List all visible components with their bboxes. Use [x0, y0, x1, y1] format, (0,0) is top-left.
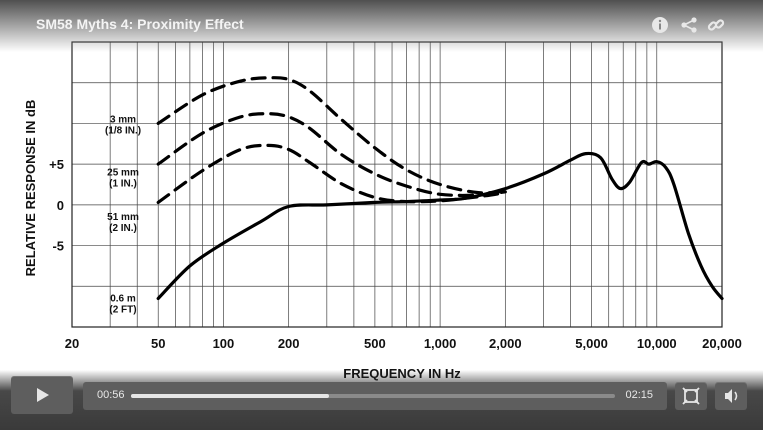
- progress-fill: [131, 394, 330, 398]
- curve-label: 3 mm: [110, 114, 136, 125]
- y-tick-label: -5: [52, 239, 64, 254]
- curve-label: 0.6 m: [110, 294, 136, 305]
- y-axis-label: RELATIVE RESPONSE IN dB: [23, 100, 38, 277]
- curve-label: 25 mm: [107, 167, 139, 178]
- curve-label-sub: (1/8 IN.): [105, 125, 141, 136]
- play-button[interactable]: [11, 376, 73, 414]
- total-time: 02:15: [625, 389, 653, 401]
- curve-label: 51 mm: [107, 212, 139, 223]
- video-title[interactable]: SM58 Myths 4: Proximity Effect: [36, 16, 244, 32]
- x-tick-label: 20,000: [702, 336, 742, 351]
- play-icon: [37, 388, 49, 402]
- video-title-bar: SM58 Myths 4: Proximity Effect: [0, 0, 763, 52]
- volume-icon: [725, 389, 738, 403]
- progress-track[interactable]: [131, 394, 615, 398]
- fullscreen-button[interactable]: [675, 382, 707, 410]
- x-tick-label: 10,000: [637, 336, 677, 351]
- curve-label-sub: (2 IN.): [109, 223, 137, 234]
- y-tick-label: +5: [49, 157, 64, 172]
- response-curve: [156, 143, 507, 204]
- x-tick-label: 50: [151, 336, 165, 351]
- x-tick-label: 5,000: [575, 336, 608, 351]
- x-tick-label: 500: [364, 336, 386, 351]
- response-curve: [156, 112, 507, 198]
- share-icon[interactable]: [680, 16, 698, 34]
- curve-label-sub: (1 IN.): [109, 178, 137, 189]
- volume-button[interactable]: [715, 382, 747, 410]
- x-tick-label: 20: [65, 336, 79, 351]
- response-curve: [156, 151, 724, 301]
- info-icon[interactable]: [651, 16, 669, 34]
- x-tick-label: 100: [213, 336, 235, 351]
- x-tick-label: 200: [278, 336, 300, 351]
- response-curve: [156, 76, 507, 195]
- x-tick-label: 1,000: [424, 336, 457, 351]
- fullscreen-icon: [682, 387, 700, 405]
- response-curves: [156, 76, 724, 301]
- x-tick-label: 2,000: [489, 336, 522, 351]
- y-axis-tick-labels: +5 0 -5: [49, 157, 64, 253]
- link-icon[interactable]: [707, 16, 725, 34]
- x-axis-tick-labels: 20 50 100 200 500 1,000 2,000 5,000 10,000 20,000: [65, 336, 742, 351]
- y-tick-label: 0: [57, 198, 64, 213]
- curve-label-sub: (2 FT): [109, 305, 136, 316]
- curve-labels: 3 mm(1/8 IN.) 25 mm(1 IN.) 51 mm(2 IN.) 0.6…: [105, 114, 141, 315]
- current-time: 00:56: [97, 389, 125, 401]
- progress-bar[interactable]: 00:56 02:15: [83, 382, 667, 410]
